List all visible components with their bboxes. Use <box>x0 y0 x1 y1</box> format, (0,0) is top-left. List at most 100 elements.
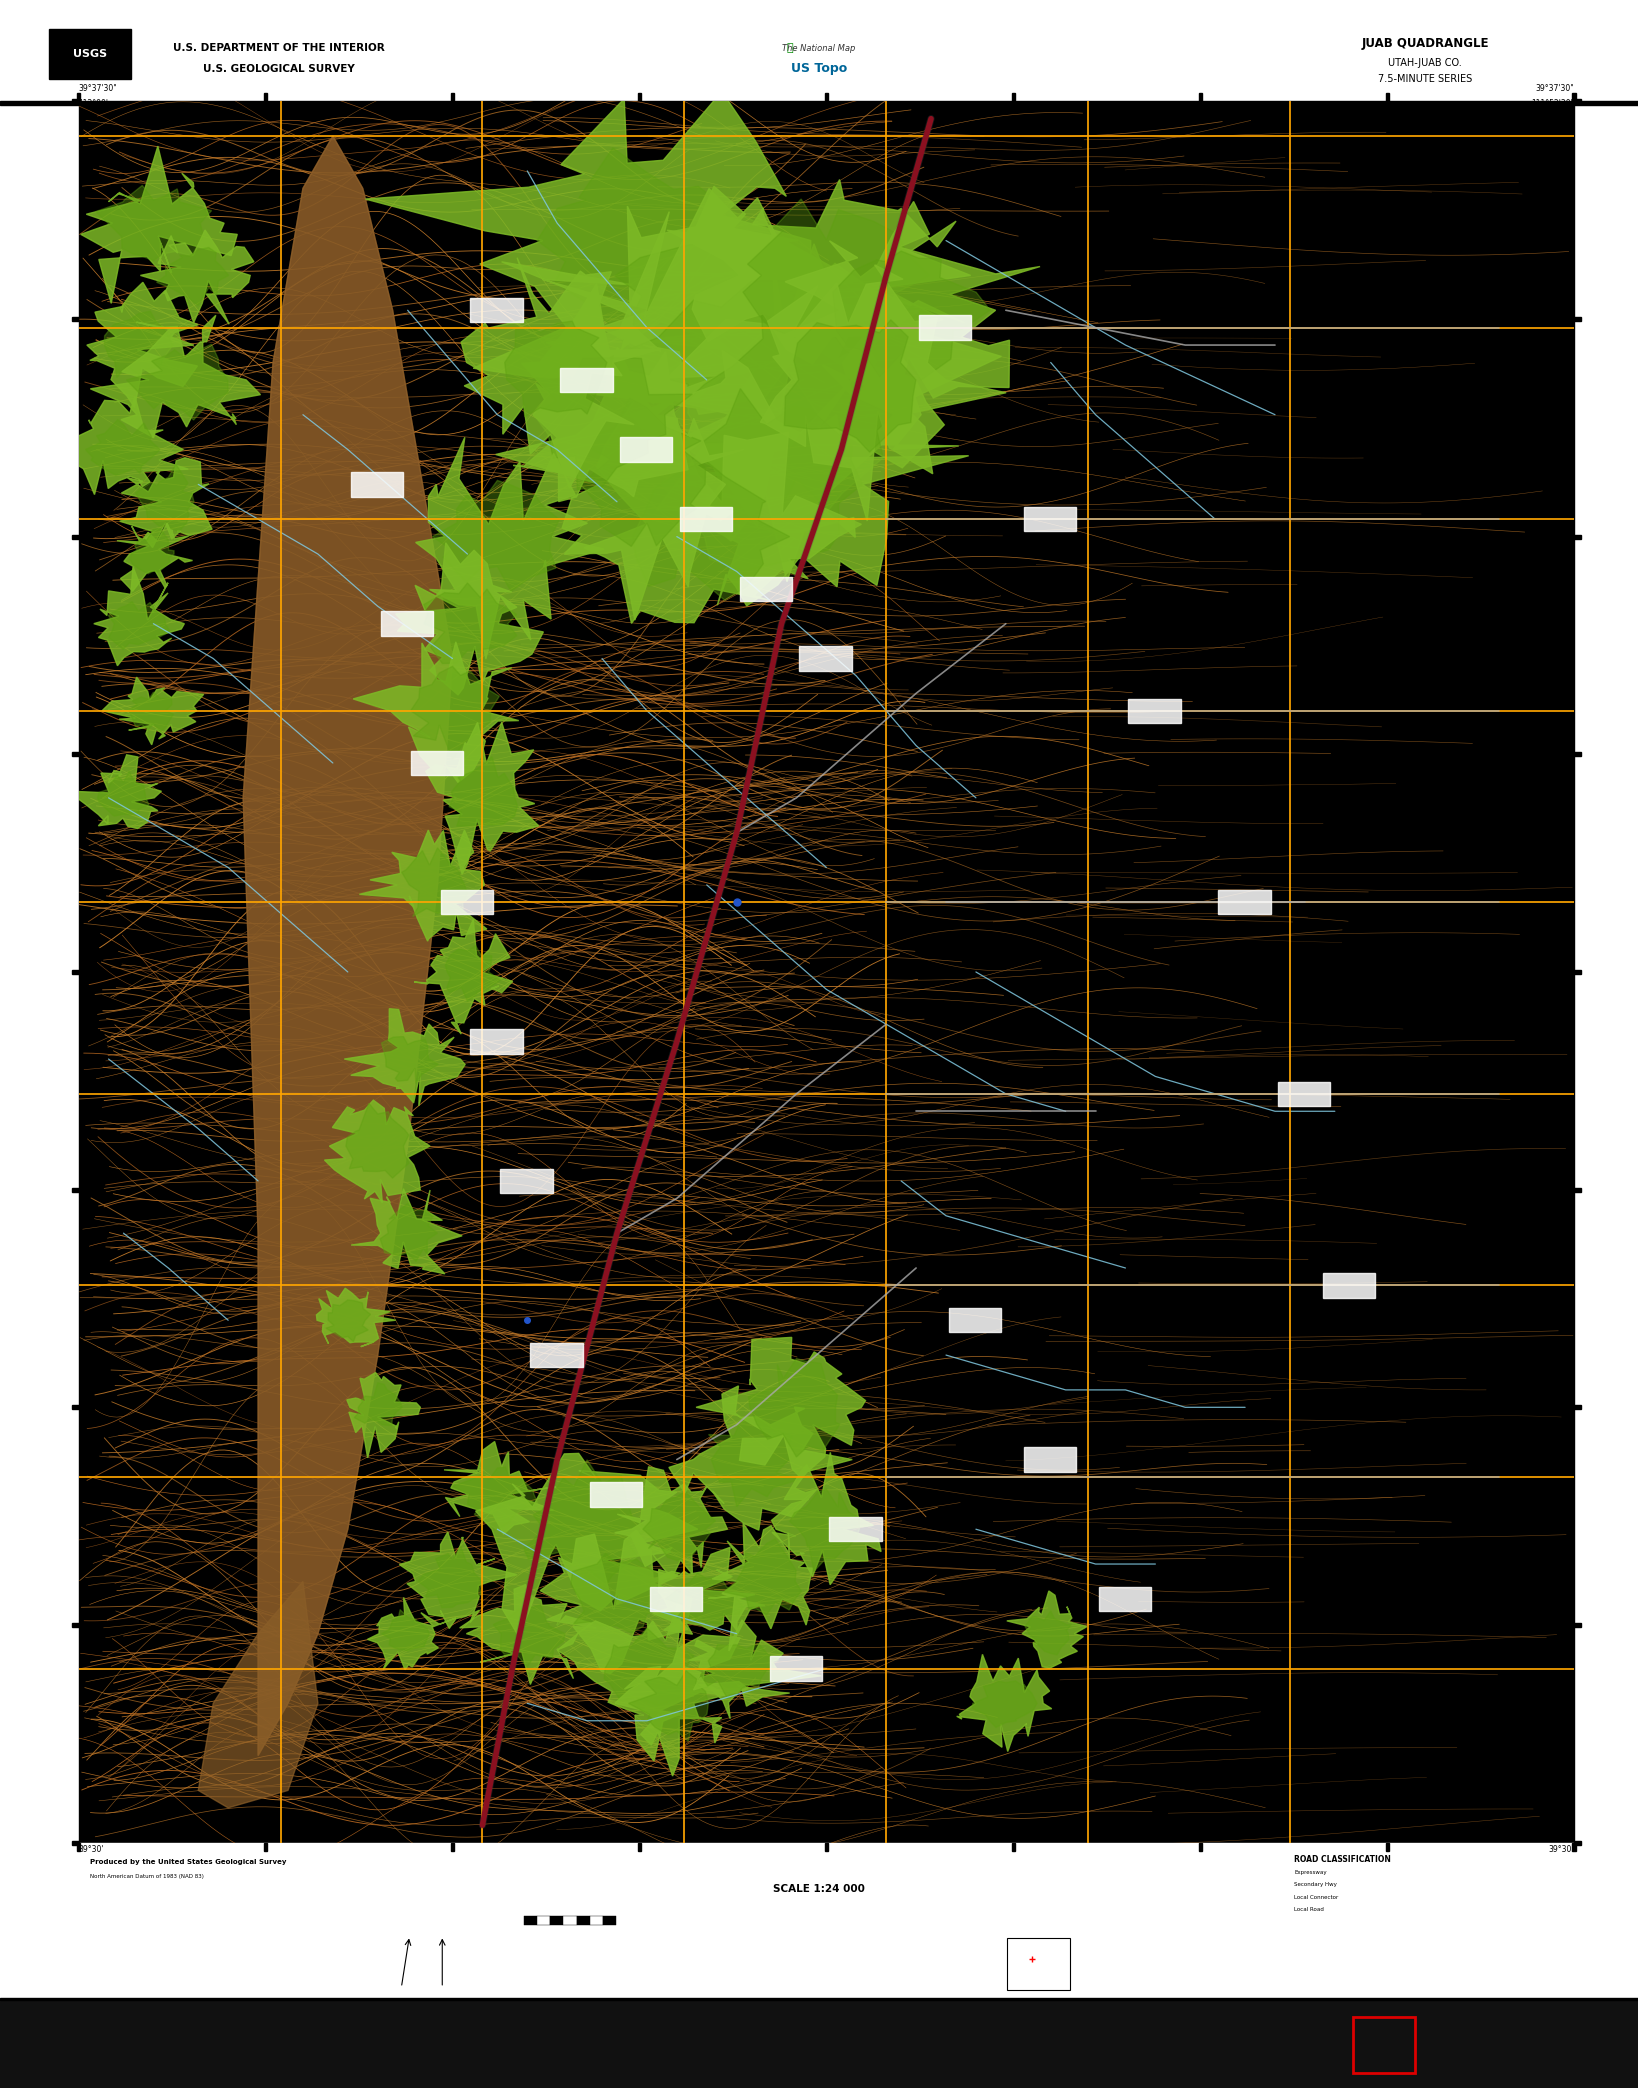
Polygon shape <box>614 242 808 378</box>
Bar <box>637 92 640 102</box>
Polygon shape <box>38 397 188 495</box>
Bar <box>537 1917 550 1925</box>
Polygon shape <box>449 756 518 827</box>
Polygon shape <box>80 146 238 303</box>
Bar <box>577 1917 590 1925</box>
Polygon shape <box>696 1338 865 1478</box>
Polygon shape <box>570 1553 662 1633</box>
Polygon shape <box>401 848 467 917</box>
Bar <box>590 1482 642 1508</box>
Bar <box>799 647 852 670</box>
Text: SCALE 1:24 000: SCALE 1:24 000 <box>773 1883 865 1894</box>
Bar <box>1574 1188 1581 1192</box>
Polygon shape <box>95 186 211 261</box>
Polygon shape <box>629 1670 708 1741</box>
Polygon shape <box>367 1597 455 1670</box>
Polygon shape <box>1007 1591 1088 1668</box>
Polygon shape <box>660 244 1001 583</box>
Polygon shape <box>790 1489 860 1572</box>
Bar <box>770 1656 822 1681</box>
Bar <box>524 1917 537 1925</box>
Bar <box>264 1844 267 1852</box>
Bar <box>1574 1842 1581 1846</box>
Polygon shape <box>382 1610 429 1652</box>
Text: 39°37'30": 39°37'30" <box>79 84 118 92</box>
Text: 🌐: 🌐 <box>786 44 793 52</box>
Polygon shape <box>598 280 876 453</box>
Bar <box>72 971 79 975</box>
Polygon shape <box>604 1629 695 1706</box>
Text: USGS: USGS <box>74 50 106 58</box>
Text: 39°37'30": 39°37'30" <box>1535 84 1574 92</box>
Bar <box>450 92 454 102</box>
Polygon shape <box>537 148 778 334</box>
Polygon shape <box>131 528 174 574</box>
Bar <box>1012 1844 1016 1852</box>
Polygon shape <box>534 357 693 489</box>
Bar <box>1278 1082 1330 1107</box>
Polygon shape <box>418 1545 483 1608</box>
Polygon shape <box>744 198 932 338</box>
Bar <box>470 299 523 322</box>
Bar <box>1199 1844 1202 1852</box>
Bar <box>740 576 793 601</box>
Polygon shape <box>668 1386 852 1531</box>
Polygon shape <box>411 666 500 760</box>
Polygon shape <box>493 1606 565 1666</box>
Bar <box>1324 1274 1376 1297</box>
Polygon shape <box>665 1572 744 1624</box>
Text: 112°00': 112°00' <box>79 1827 108 1837</box>
Bar <box>550 1917 563 1925</box>
Bar <box>1024 1447 1076 1472</box>
Bar <box>1024 507 1076 530</box>
Polygon shape <box>444 1441 555 1535</box>
Polygon shape <box>557 1585 740 1760</box>
Polygon shape <box>198 1581 318 1808</box>
Bar <box>49 29 131 79</box>
Polygon shape <box>98 770 149 816</box>
Bar <box>470 1029 523 1054</box>
Polygon shape <box>524 1460 649 1585</box>
Polygon shape <box>400 1533 516 1629</box>
Polygon shape <box>541 1531 691 1672</box>
Polygon shape <box>380 1203 437 1261</box>
Bar <box>77 1844 80 1852</box>
Text: 39°30': 39°30' <box>79 1846 105 1854</box>
Polygon shape <box>446 946 501 1000</box>
Text: UTAH-JUAB CO.: UTAH-JUAB CO. <box>1387 58 1463 67</box>
Polygon shape <box>462 257 662 489</box>
Bar <box>621 436 672 461</box>
Text: U.S. DEPARTMENT OF THE INTERIOR: U.S. DEPARTMENT OF THE INTERIOR <box>172 44 385 52</box>
Bar <box>79 102 1574 1844</box>
Polygon shape <box>93 566 185 666</box>
Bar <box>72 1842 79 1846</box>
Bar <box>411 752 464 775</box>
Polygon shape <box>577 397 706 547</box>
Polygon shape <box>242 136 452 1756</box>
Polygon shape <box>667 180 971 363</box>
Bar <box>72 1405 79 1409</box>
Bar <box>1574 317 1581 322</box>
Polygon shape <box>102 677 203 745</box>
Bar <box>650 1587 703 1612</box>
Bar <box>0 102 1638 104</box>
Bar <box>1099 1587 1152 1612</box>
Bar <box>560 367 613 393</box>
Polygon shape <box>87 282 198 407</box>
Bar <box>1574 1622 1581 1627</box>
Text: Expressway: Expressway <box>1294 1871 1327 1875</box>
Polygon shape <box>382 1036 439 1084</box>
Polygon shape <box>475 1453 698 1637</box>
Bar <box>441 889 493 915</box>
Polygon shape <box>631 351 968 606</box>
Polygon shape <box>316 1288 396 1347</box>
Bar <box>680 507 732 530</box>
Bar <box>563 1917 577 1925</box>
Polygon shape <box>614 1629 749 1777</box>
Bar <box>351 472 403 497</box>
Bar <box>500 1169 552 1192</box>
Polygon shape <box>632 461 790 599</box>
Polygon shape <box>749 1359 840 1457</box>
Polygon shape <box>505 322 606 418</box>
Polygon shape <box>724 1539 801 1614</box>
